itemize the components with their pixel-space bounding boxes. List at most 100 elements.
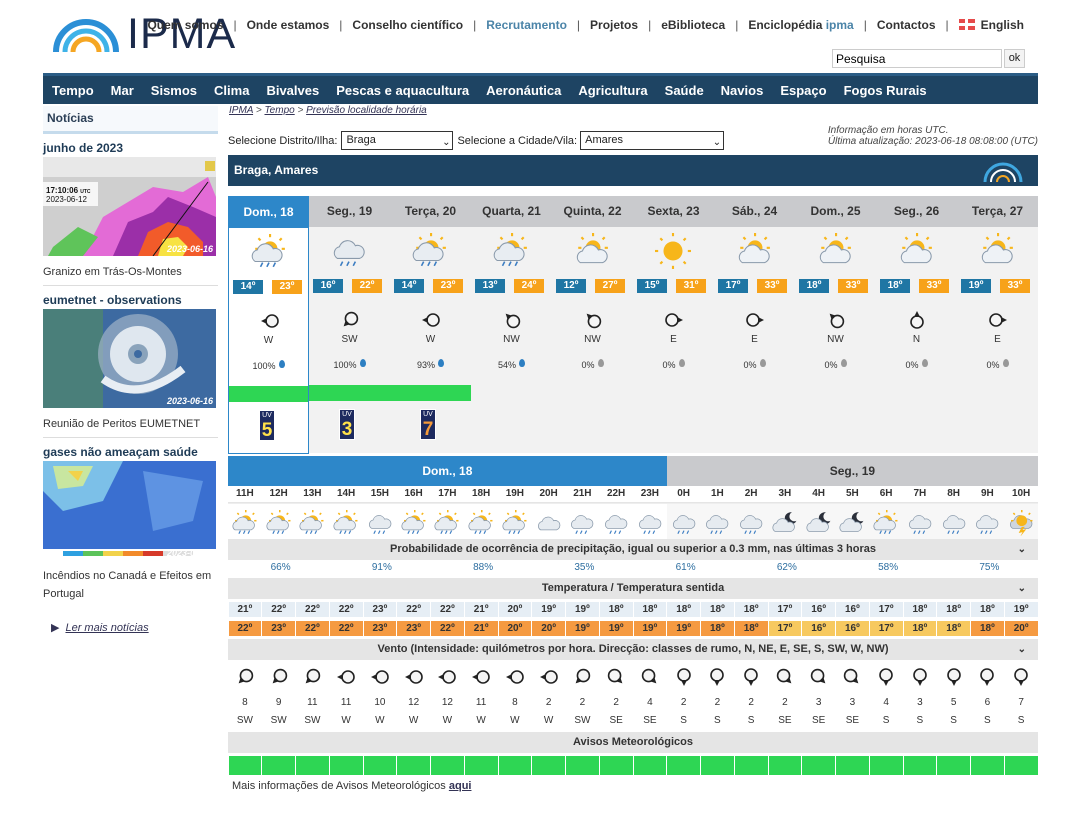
nav-sismos[interactable]: Sismos: [150, 82, 198, 98]
warning-green-cell[interactable]: [262, 756, 295, 775]
warning-green-cell[interactable]: [869, 756, 903, 775]
day-card[interactable]: Dom., 25 18º 33º NW 0%: [795, 196, 876, 453]
ipma-logo-icon[interactable]: [50, 12, 122, 54]
wind-section-header[interactable]: Vento (Intensidade: quilómetros por hora…: [228, 639, 1038, 660]
warning-green-cell[interactable]: [701, 756, 734, 775]
city-select[interactable]: Amares ⌄: [580, 131, 725, 150]
day-name[interactable]: Terça, 27: [957, 196, 1038, 227]
nav-fogos-rurais[interactable]: Fogos Rurais: [843, 82, 927, 98]
temp-value: 19º: [532, 602, 565, 617]
day-name[interactable]: Dom., 25: [795, 196, 876, 227]
warning-green-cell[interactable]: [937, 756, 970, 775]
link-onde-estamos[interactable]: Onde estamos: [246, 18, 330, 32]
warning-green-cell[interactable]: [971, 756, 1004, 775]
warning-green-bar[interactable]: [229, 386, 308, 402]
day-name[interactable]: Sáb., 24: [714, 196, 795, 227]
warning-green-cell[interactable]: [431, 756, 464, 775]
wind-direction-icon: [825, 309, 847, 331]
day-card[interactable]: Sáb., 24 17º 33º E 0%: [714, 196, 795, 453]
hour-label: 16H: [404, 488, 423, 499]
nav-agricultura[interactable]: Agricultura: [578, 82, 648, 98]
day-name[interactable]: Dom., 18: [229, 197, 308, 228]
warning-green-cell[interactable]: [532, 756, 565, 775]
nav-aeron-utica[interactable]: Aeronáutica: [486, 82, 562, 98]
district-select[interactable]: Braga ⌄: [341, 131, 454, 150]
temp-section-header[interactable]: Temperatura / Temperatura sentida ⌄: [228, 578, 1038, 599]
language-english[interactable]: English: [949, 18, 1034, 32]
warning-green-cell[interactable]: [1004, 756, 1038, 775]
warning-green-bar[interactable]: [309, 385, 390, 401]
warning-green-cell[interactable]: [599, 756, 633, 775]
nav-bivalves[interactable]: Bivalves: [266, 82, 320, 98]
day-name[interactable]: Sexta, 23: [633, 196, 714, 227]
weather-rain-sun-icon: [261, 503, 296, 539]
warning-green-cell[interactable]: [363, 756, 397, 775]
link-ebiblioteca[interactable]: eBiblioteca: [661, 18, 726, 32]
logo-text[interactable]: IPMA: [127, 10, 237, 58]
breadcrumb-ipma[interactable]: IPMA: [229, 105, 254, 116]
warning-green-cell[interactable]: [836, 756, 869, 775]
link-enciclopedia[interactable]: Enciclopédia ipma: [748, 18, 854, 32]
nav-tempo[interactable]: Tempo: [52, 82, 94, 98]
warning-green-cell[interactable]: [498, 756, 532, 775]
nav-clima[interactable]: Clima: [214, 82, 250, 98]
link-contactos[interactable]: Contactos: [876, 18, 936, 32]
day-card[interactable]: Sexta, 23 15º 31º E 0%: [633, 196, 714, 453]
warning-green-cell[interactable]: [633, 756, 667, 775]
day-name[interactable]: Terça, 20: [390, 196, 471, 227]
link-projetos[interactable]: Projetos: [590, 18, 639, 32]
hour-label: 2H: [734, 486, 768, 502]
day-name[interactable]: Seg., 26: [876, 196, 957, 227]
feels-like-value: 17º: [869, 621, 903, 636]
warning-green-bar[interactable]: [390, 385, 471, 401]
read-more-news-link[interactable]: ▶ Ler mais notícias: [51, 622, 149, 634]
day-card[interactable]: Terça, 20 14º 23º W 93% UV 7: [390, 196, 471, 453]
news-caption[interactable]: Reunião de Peritos EUMETNET: [43, 415, 218, 438]
search-input[interactable]: [832, 49, 1002, 68]
precip-probability: 0%: [633, 359, 714, 370]
day-card[interactable]: Seg., 26 18º 33º N 0%: [876, 196, 957, 453]
more-warnings-link[interactable]: aqui: [448, 780, 472, 792]
day-card[interactable]: Quinta, 22 12º 27º NW 0%: [552, 196, 633, 453]
precip-section-header[interactable]: Probabilidade de ocorrência de precipita…: [228, 539, 1038, 560]
day-name[interactable]: Seg., 19: [309, 196, 390, 227]
search-ok-button[interactable]: ok: [1004, 49, 1025, 68]
hourly-day-next[interactable]: Seg., 19: [666, 456, 1038, 486]
news-caption[interactable]: Incêndios no Canadá e Efeitos em Portuga…: [43, 570, 212, 600]
hour-label: 6H: [869, 486, 903, 502]
warning-green-cell[interactable]: [768, 756, 802, 775]
nav-sa-de[interactable]: Saúde: [664, 82, 704, 98]
link-recrutamento[interactable]: Recrutamento: [486, 18, 567, 32]
day-name[interactable]: Quinta, 22: [552, 196, 633, 227]
link-quem-somos[interactable]: Quem somos: [147, 18, 224, 32]
news-caption[interactable]: Granizo em Trás-Os-Montes: [43, 263, 218, 286]
warning-green-cell[interactable]: [228, 756, 262, 775]
breadcrumb-previsao[interactable]: Previsão localidade horária: [306, 105, 427, 116]
nav-pescas-e-aquacultura[interactable]: Pescas e aquacultura: [336, 82, 470, 98]
wind-speed-row: 8 9 11 11 10 12 12 11 8 2 2 2 4 2 2 2 2 3 3 4 3 5 6 7: [228, 694, 1038, 712]
warning-green-cell[interactable]: [566, 756, 599, 775]
warning-green-cell[interactable]: [667, 756, 700, 775]
warning-green-cell[interactable]: [464, 756, 498, 775]
news-image-satellite[interactable]: 2023-06-16: [43, 309, 216, 408]
breadcrumb-tempo[interactable]: Tempo: [264, 105, 295, 116]
warning-green-cell[interactable]: [329, 756, 363, 775]
news-image-gases[interactable]: 2023-06-14: [43, 461, 216, 560]
day-card[interactable]: Terça, 27 19º 33º E 0%: [957, 196, 1038, 453]
hourly-day-today[interactable]: Dom., 18: [228, 456, 667, 486]
warning-green-cell[interactable]: [734, 756, 768, 775]
nav-mar[interactable]: Mar: [110, 82, 134, 98]
warning-green-cell[interactable]: [802, 756, 835, 775]
link-conselho[interactable]: Conselho científico: [352, 18, 464, 32]
warning-green-cell[interactable]: [397, 756, 430, 775]
nav-espa-o[interactable]: Espaço: [780, 82, 827, 98]
utc-info: Informação em horas UTC. Última atualiza…: [828, 125, 1038, 147]
day-name[interactable]: Quarta, 21: [471, 196, 552, 227]
news-image-radar[interactable]: 17:10:06 UTC 2023-06-12 2023-06-16: [43, 157, 216, 256]
day-card[interactable]: Seg., 19 16º 22º SW 100% UV 3: [309, 196, 390, 453]
warning-green-cell[interactable]: [903, 756, 937, 775]
nav-navios[interactable]: Navios: [720, 82, 764, 98]
day-card[interactable]: Quarta, 21 13º 24º NW 54%: [471, 196, 552, 453]
day-card[interactable]: Dom., 18 14º 23º W 100% UV 5: [228, 196, 309, 454]
warning-green-cell[interactable]: [296, 756, 329, 775]
